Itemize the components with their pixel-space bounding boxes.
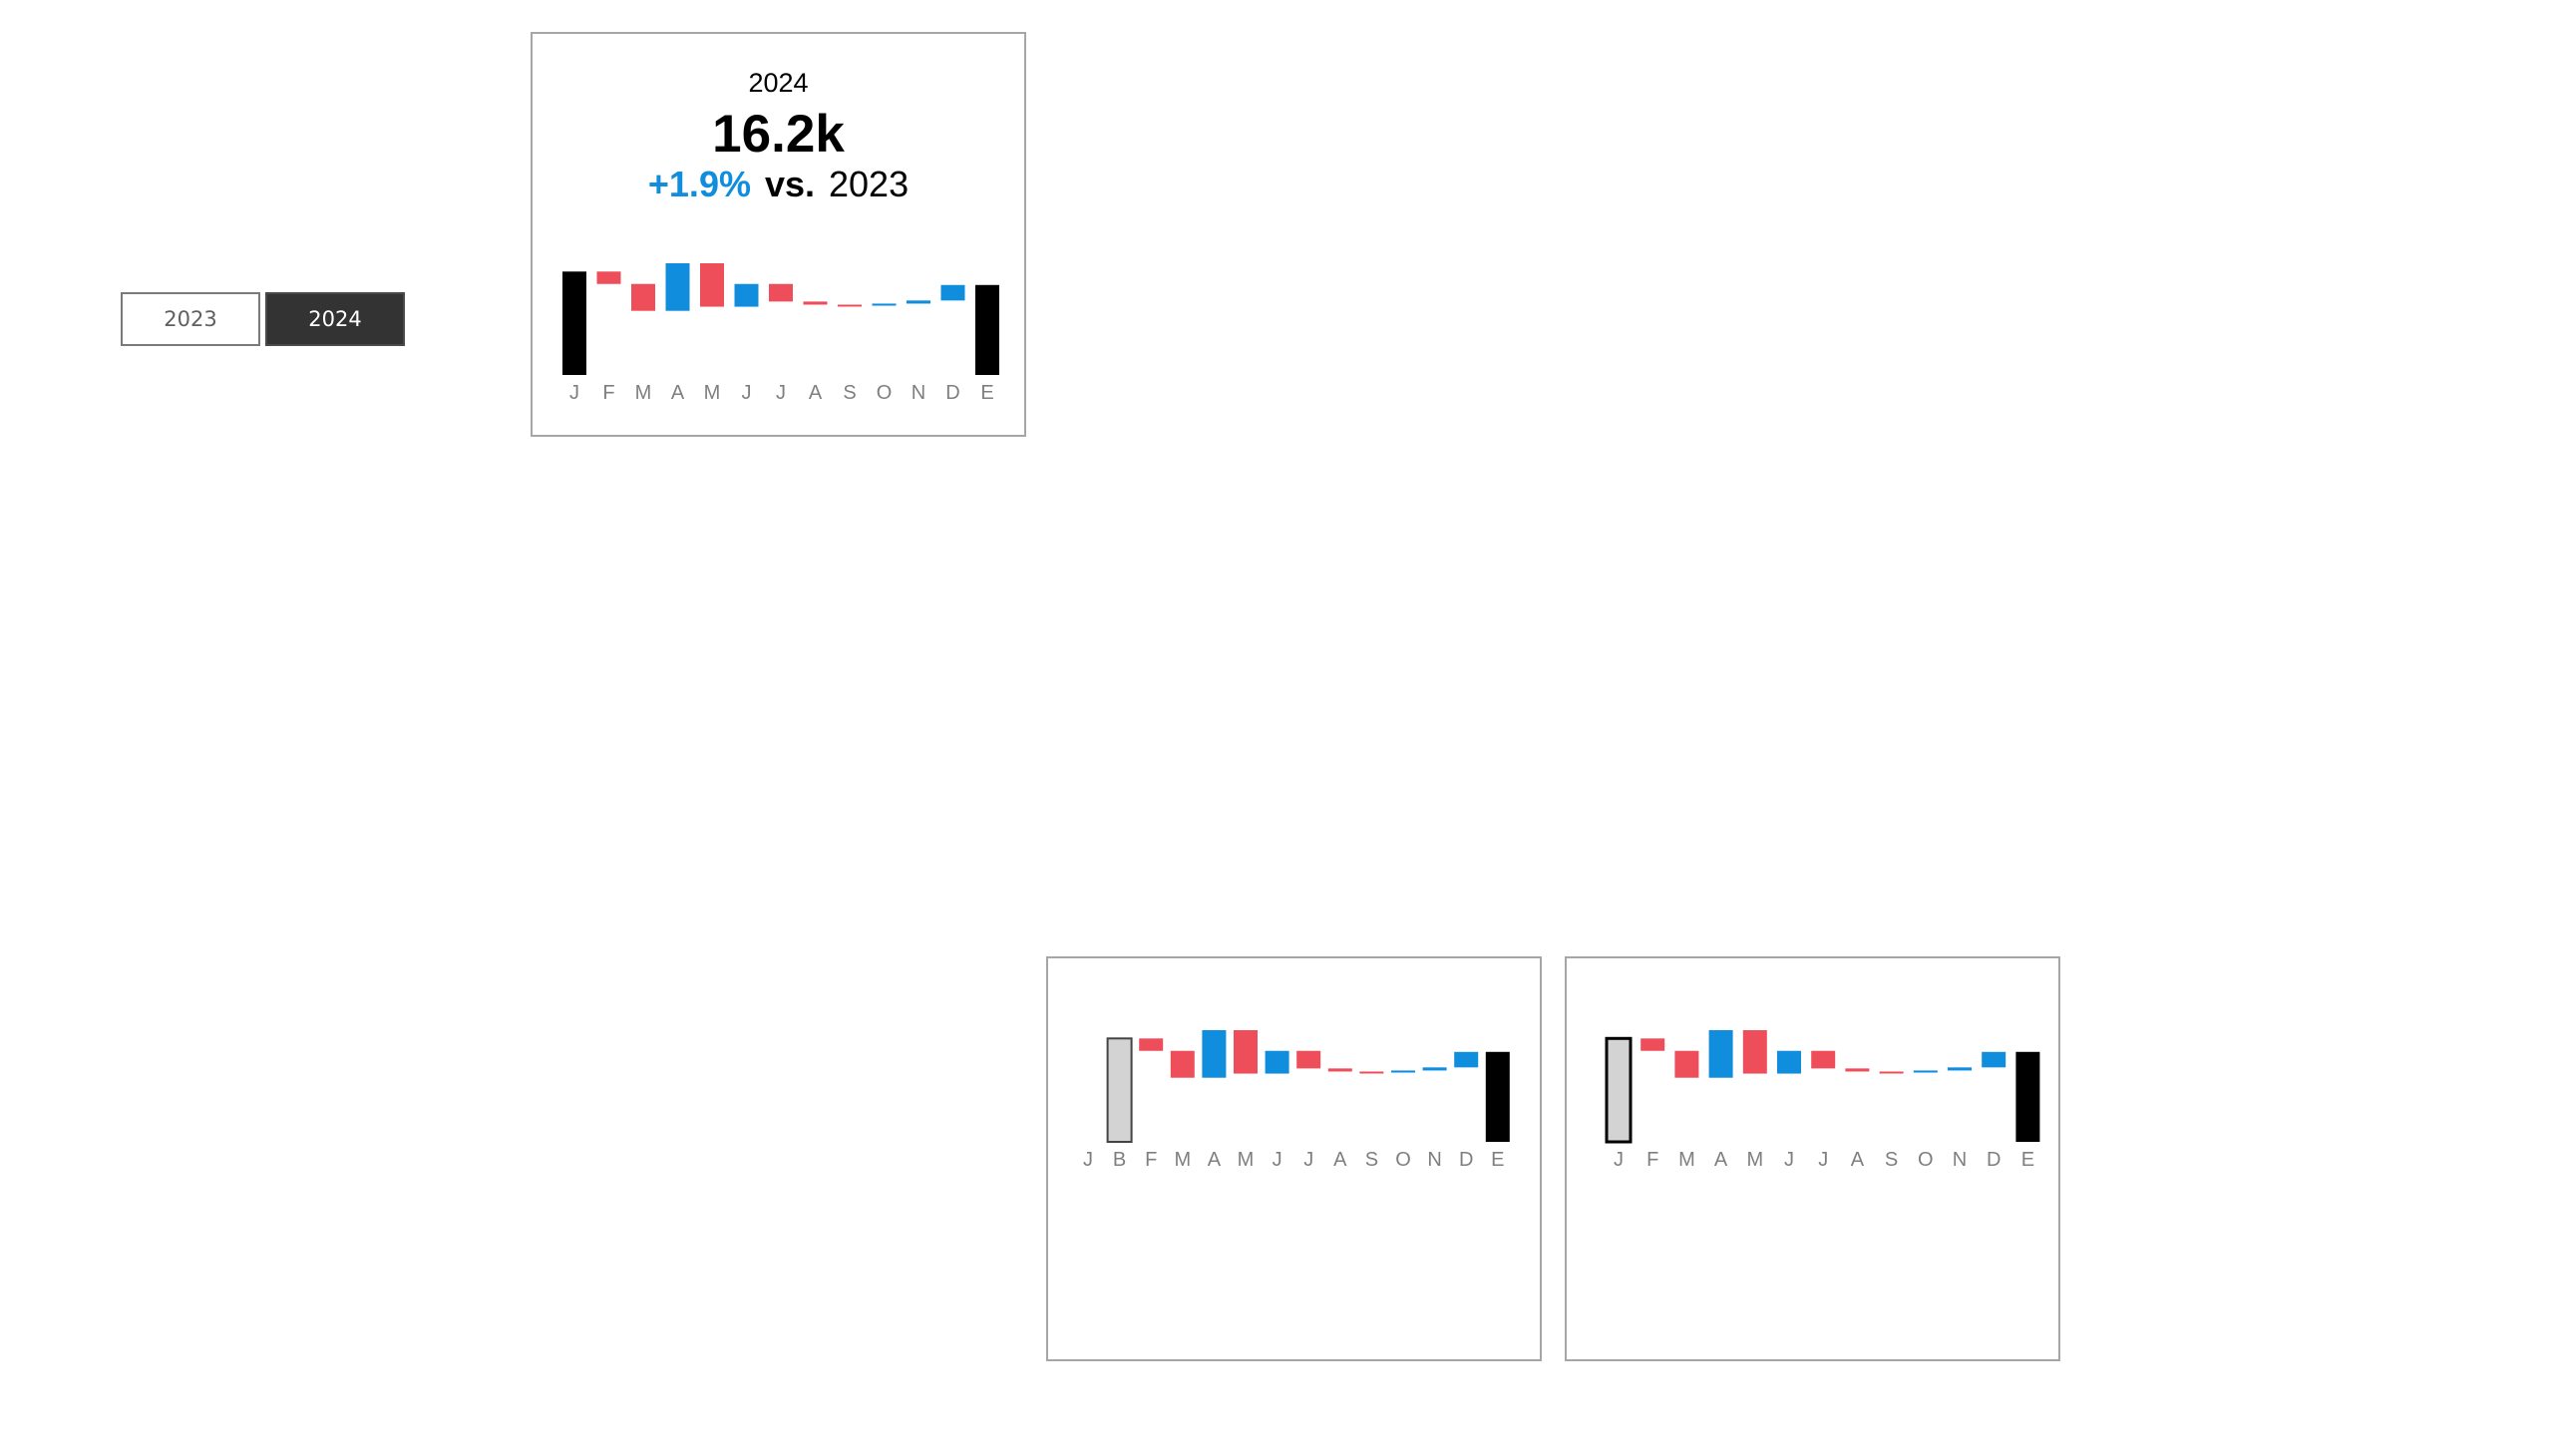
waterfall-decrease-bar (1234, 1030, 1258, 1074)
waterfall-decrease-bar (1170, 1050, 1195, 1078)
waterfall-increase-bar (1454, 1051, 1479, 1068)
axis-tick-label: N (1427, 1149, 1441, 1171)
waterfall-decrease-bar (1359, 1071, 1384, 1074)
waterfall-increase-bar (1422, 1067, 1447, 1071)
axis-tick-label: O (877, 382, 893, 404)
waterfall-increase-bar (734, 283, 759, 307)
axis-tick-label: A (671, 382, 685, 404)
axis-tick-label: N (912, 382, 925, 404)
kpi-compare-year: 2023 (829, 164, 910, 204)
axis-tick-label: A (1714, 1149, 1728, 1171)
axis-tick-label: A (1333, 1149, 1347, 1171)
kpi-year: 2024 (748, 68, 809, 98)
waterfall-decrease-bar (1296, 1050, 1321, 1069)
axis-tick-label: O (1918, 1149, 1934, 1171)
axis-tick-label: E (980, 382, 993, 404)
axis-tick-label: F (602, 382, 614, 404)
axis-tick-label: J (776, 382, 786, 404)
axis-tick-label: O (1395, 1149, 1411, 1171)
axis-tick-label: J (1614, 1149, 1624, 1171)
waterfall-decrease-bar (838, 304, 862, 307)
axis-tick-label: S (1885, 1149, 1898, 1171)
waterfall-increase-bar (1202, 1030, 1227, 1078)
waterfall-decrease-bar (1811, 1050, 1836, 1069)
waterfall-decrease-bar (1139, 1038, 1164, 1051)
waterfall-decrease-bar (631, 283, 655, 311)
waterfall-end-bar (1485, 1051, 1510, 1142)
waterfall-start-bar (562, 271, 586, 375)
axis-tick-label: J (1273, 1149, 1282, 1171)
axis-tick-label: D (1987, 1149, 2001, 1171)
axis-tick-label: B (1113, 1149, 1126, 1171)
year-slicer: 2023 2024 (121, 292, 406, 346)
waterfall-increase-bar (907, 300, 930, 304)
waterfall-increase-bar (1948, 1067, 1972, 1071)
waterfall-increase-bar (1708, 1030, 1733, 1078)
waterfall-decrease-bar (1845, 1068, 1870, 1072)
waterfall-decrease-bar (803, 301, 828, 305)
axis-tick-label: M (635, 382, 652, 404)
axis-tick-label: F (1646, 1149, 1658, 1171)
waterfall-increase-bar (872, 303, 897, 306)
waterfall-start-bar (1106, 1037, 1133, 1143)
waterfall-decrease-bar (1742, 1030, 1767, 1074)
kpi-delta: +1.9% (647, 164, 751, 204)
axis-tick-label: J (1784, 1149, 1794, 1171)
waterfall-end-bar (2015, 1051, 2040, 1142)
axis-tick-label: D (945, 382, 959, 404)
axis-tick-label: J (1083, 1149, 1093, 1171)
waterfall-increase-bar (1265, 1050, 1289, 1074)
waterfall-decrease-bar (769, 283, 793, 302)
waterfall-decrease-bar (700, 263, 724, 307)
axis-tick-label: M (1174, 1149, 1191, 1171)
waterfall-decrease-bar (1879, 1071, 1904, 1074)
waterfall-increase-bar (665, 263, 690, 311)
axis-tick-label: A (809, 382, 823, 404)
axis-tick-label: A (1851, 1149, 1865, 1171)
waterfall-decrease-bar (1641, 1038, 1665, 1051)
axis-tick-label: M (704, 382, 721, 404)
axis-tick-label: M (1678, 1149, 1695, 1171)
kpi-comparison: +1.9% vs. 2023 (533, 164, 1024, 205)
waterfall-start-bar (1605, 1036, 1633, 1144)
axis-tick-label: J (742, 382, 752, 404)
waterfall-increase-bar (940, 284, 965, 301)
axis-tick-label: J (1303, 1149, 1313, 1171)
axis-tick-label: S (1365, 1149, 1378, 1171)
waterfall-end-bar (975, 284, 999, 375)
axis-tick-label: F (1145, 1149, 1157, 1171)
waterfall-increase-bar (1913, 1070, 1938, 1073)
axis-tick-label: M (1238, 1149, 1255, 1171)
waterfall-decrease-bar (596, 271, 621, 284)
axis-tick-label: D (1459, 1149, 1473, 1171)
axis-tick-label: E (1491, 1149, 1504, 1171)
year-button-2023[interactable]: 2023 (121, 292, 260, 346)
axis-tick-label: M (1746, 1149, 1763, 1171)
axis-tick-label: J (1818, 1149, 1828, 1171)
kpi-vs-label: vs. (764, 164, 816, 204)
axis-tick-label: J (569, 382, 579, 404)
waterfall-increase-bar (1391, 1070, 1415, 1073)
waterfall-decrease-bar (1327, 1068, 1352, 1072)
year-button-2024[interactable]: 2024 (265, 292, 405, 346)
axis-tick-label: S (843, 382, 856, 404)
axis-tick-label: N (1953, 1149, 1967, 1171)
waterfall-increase-bar (1982, 1051, 2006, 1068)
waterfall-decrease-bar (1674, 1050, 1699, 1078)
kpi-value: 16.2k (712, 105, 845, 164)
waterfall-increase-bar (1777, 1050, 1801, 1074)
axis-tick-label: E (2021, 1149, 2034, 1171)
axis-tick-label: A (1208, 1149, 1222, 1171)
